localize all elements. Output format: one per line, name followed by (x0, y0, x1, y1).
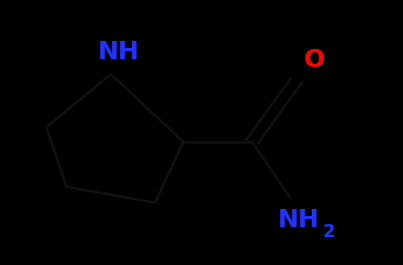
Text: NH: NH (277, 208, 319, 232)
Text: 2: 2 (322, 223, 335, 241)
Text: NH: NH (98, 40, 140, 64)
Text: O: O (304, 48, 325, 72)
